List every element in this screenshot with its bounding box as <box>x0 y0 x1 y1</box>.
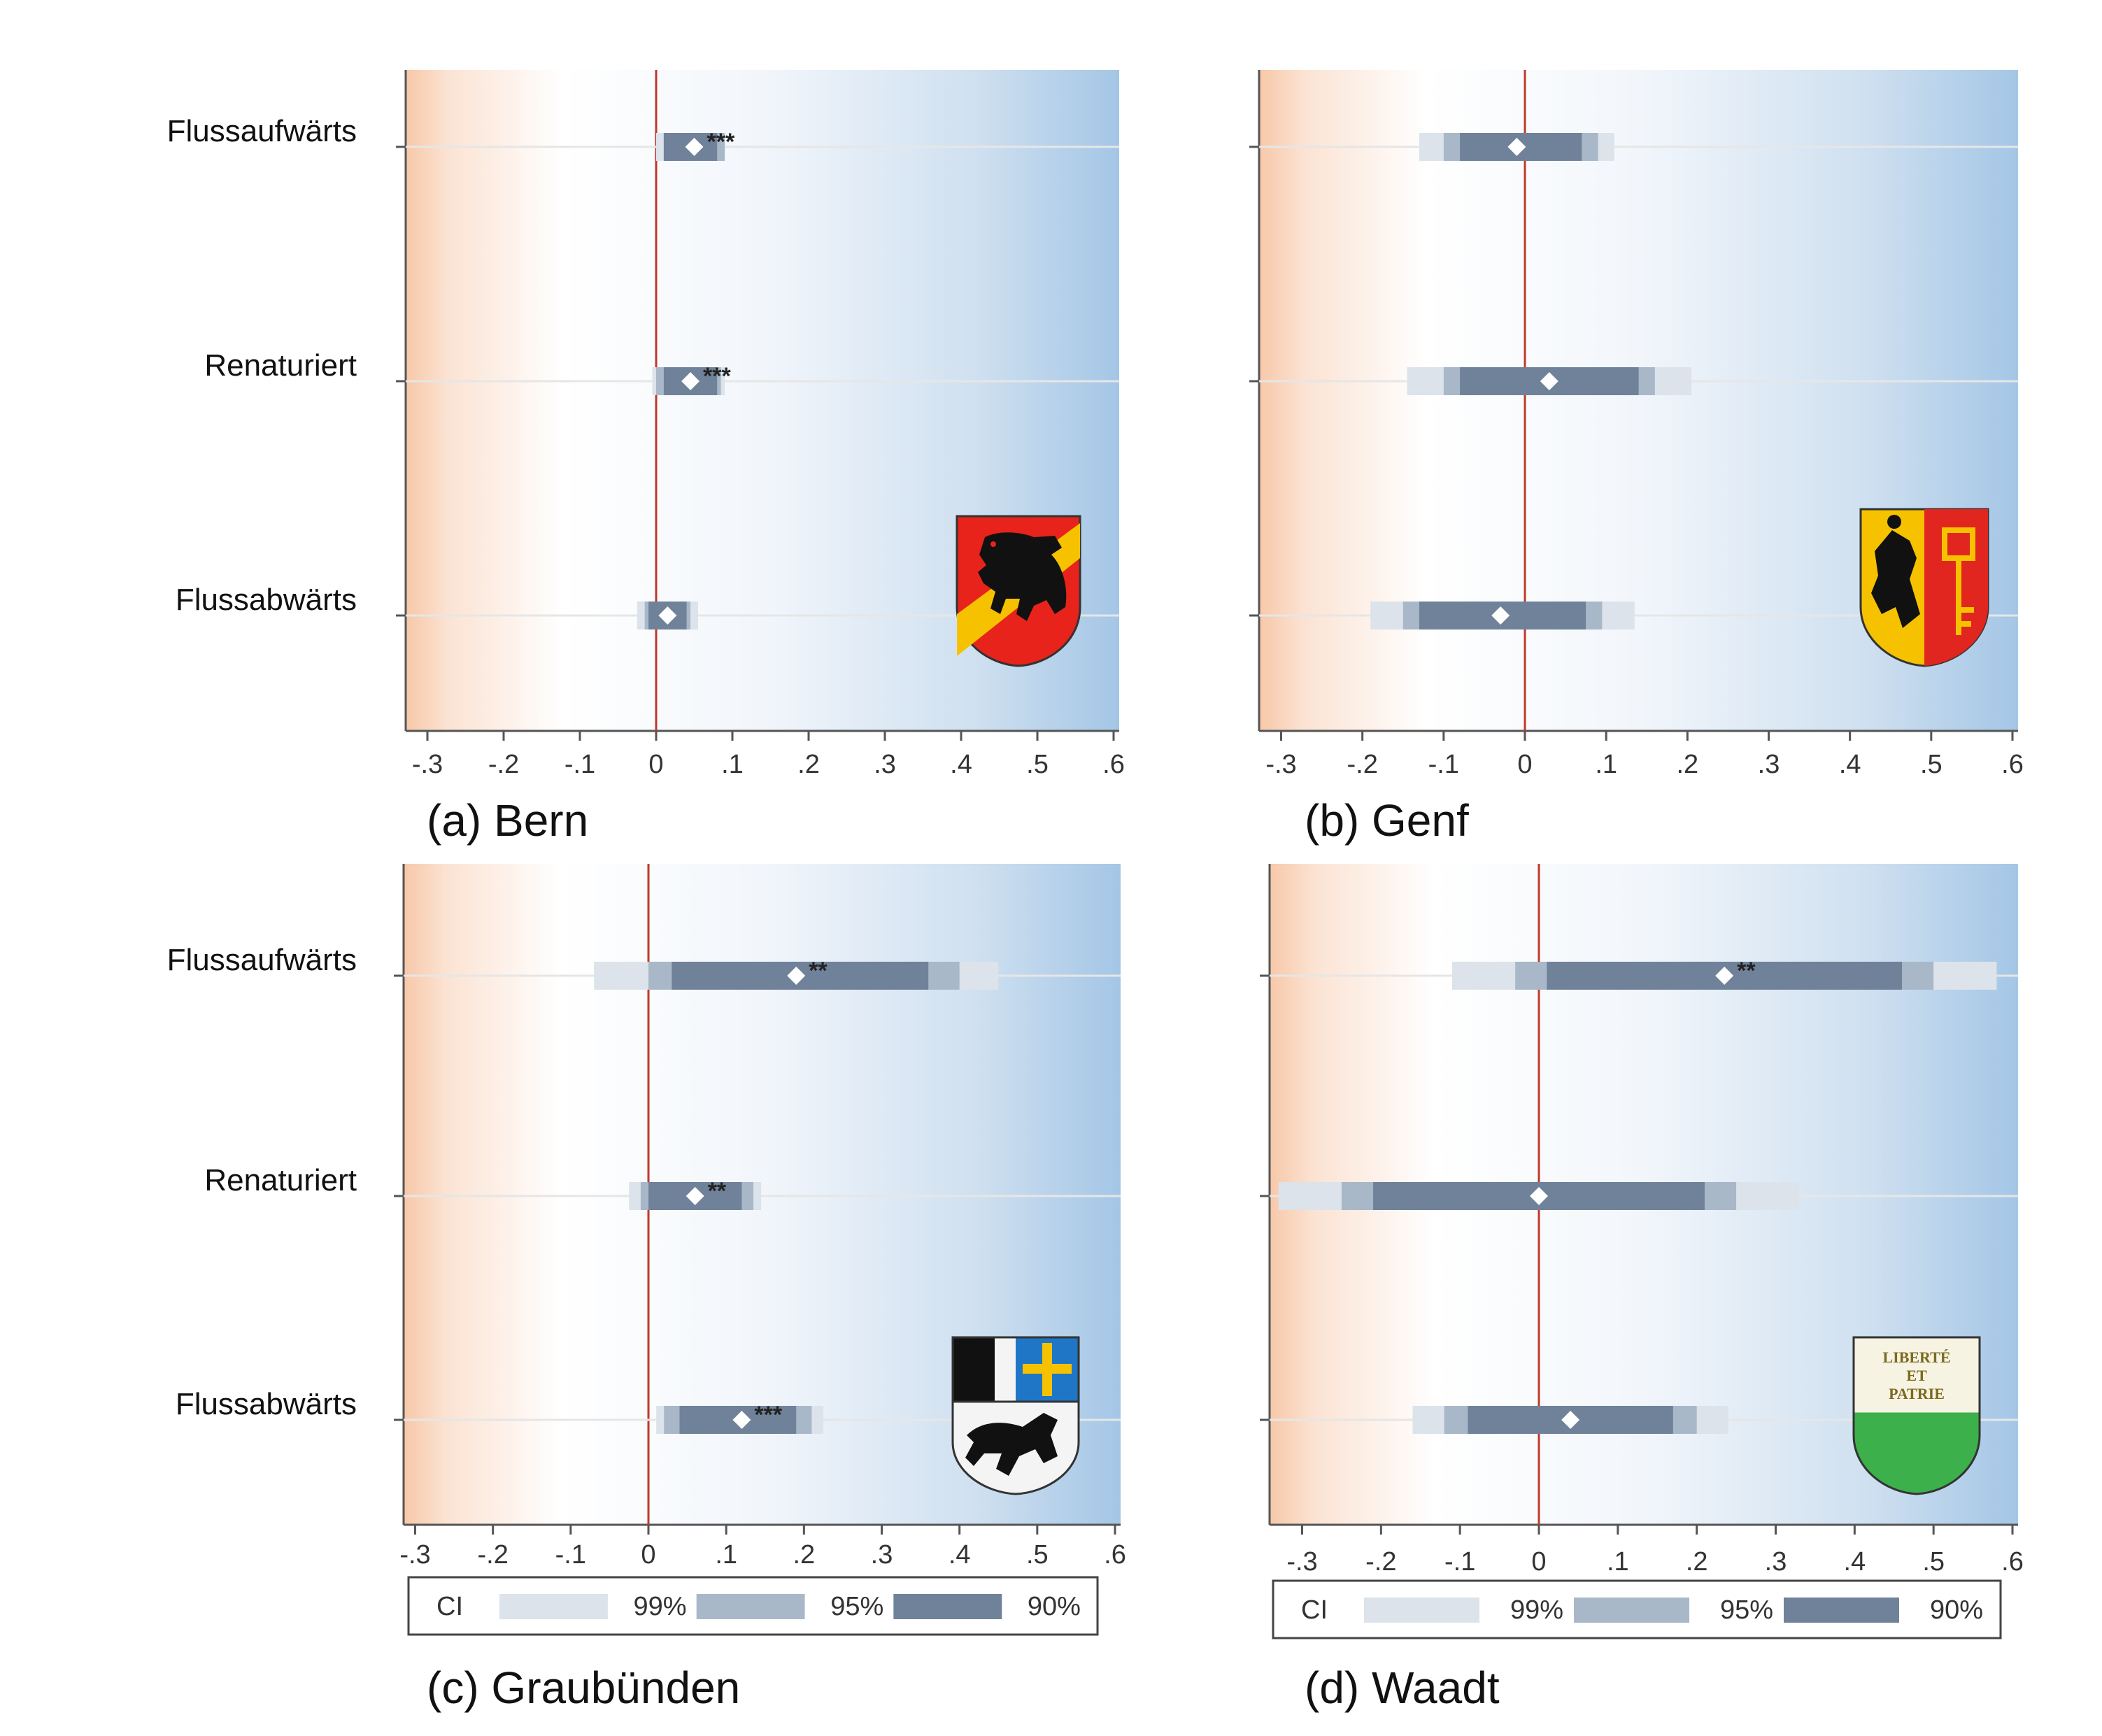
x-tick-label: .1 <box>1595 750 1617 779</box>
x-tick-label: 0 <box>1517 750 1532 779</box>
x-tick-label: .2 <box>1676 750 1698 779</box>
x-tick-label: .2 <box>797 750 820 779</box>
x-tick-label: .2 <box>793 1540 815 1570</box>
legend-swatch <box>1364 1598 1479 1623</box>
point-estimate-marker <box>658 606 677 625</box>
point-estimate-marker <box>685 138 704 156</box>
x-tick-label: -.2 <box>1347 750 1377 779</box>
x-tick-label: -.1 <box>564 750 595 779</box>
legend-2: CI 99% 95% 90% <box>1272 1579 2002 1639</box>
x-tick-label: -.3 <box>1265 750 1296 779</box>
point-estimate-marker <box>681 372 700 390</box>
legend-title: CI <box>1301 1595 1328 1625</box>
legend-swatch <box>1574 1598 1689 1623</box>
panel-title: (d) Waadt <box>1305 1663 1500 1713</box>
significance-stars: ** <box>1737 958 1756 984</box>
x-tick-label: .1 <box>715 1540 737 1570</box>
point-estimate-marker <box>1491 606 1510 625</box>
x-tick-label: -.2 <box>477 1540 508 1570</box>
graubuenden-coat-of-arms-icon <box>951 1336 1080 1495</box>
svg-text:LIBERTÉ: LIBERTÉ <box>1882 1349 1950 1366</box>
x-tick-label: -.2 <box>1365 1547 1396 1577</box>
x-tick-label: 0 <box>648 750 663 779</box>
x-tick-label: -.1 <box>1444 1547 1475 1577</box>
x-tick-label: -.2 <box>488 750 519 779</box>
x-tick-label: .5 <box>1026 750 1049 779</box>
x-tick-label: .5 <box>1026 1540 1049 1570</box>
point-estimate-marker <box>1530 1187 1548 1205</box>
point-estimate-marker <box>1715 967 1734 985</box>
x-tick-label: .3 <box>1758 750 1780 779</box>
x-tick-label: .6 <box>2001 750 2024 779</box>
legend-swatch <box>696 1594 805 1619</box>
x-tick-label: .6 <box>1102 750 1125 779</box>
significance-stars: ** <box>809 958 828 984</box>
legend-title: CI <box>436 1592 463 1621</box>
legend-swatch <box>1784 1598 1899 1623</box>
x-tick-label: .4 <box>950 750 972 779</box>
legend-swatch <box>499 1594 608 1619</box>
x-tick-label: .5 <box>1922 1547 1945 1577</box>
x-tick-label: -.3 <box>399 1540 430 1570</box>
legend-label: 90% <box>1930 1595 1983 1625</box>
legend-label: 95% <box>1720 1595 1773 1625</box>
x-tick-label: -.1 <box>1428 750 1459 779</box>
panel-1: -.3 -.2 -.1 0 .1 .2 .3 .4 .5 .6 Flussaufwärts *** Re… <box>167 70 1125 846</box>
significance-stars: *** <box>754 1402 782 1428</box>
panel-2: -.3 -.2 -.1 0 .1 .2 .3 .4 .5 .6 (b) Genf <box>1249 70 2024 846</box>
legend-label: 95% <box>830 1592 883 1621</box>
x-tick-label: .1 <box>1607 1547 1629 1577</box>
panel-title: (b) Genf <box>1305 795 1469 846</box>
y-tick-label: Flussabwärts <box>176 583 357 617</box>
x-tick-label: .1 <box>721 750 744 779</box>
point-estimate-marker <box>787 967 806 985</box>
x-tick-label: -.1 <box>555 1540 586 1570</box>
legend-swatch <box>893 1594 1002 1619</box>
x-tick-label: 0 <box>641 1540 655 1570</box>
point-estimate-marker <box>1507 138 1526 156</box>
x-tick-label: .3 <box>874 750 896 779</box>
x-tick-label: .4 <box>1839 750 1861 779</box>
geneva-coat-of-arms-icon <box>1859 508 1989 667</box>
panel-title: (a) Bern <box>427 795 588 846</box>
panel-title: (c) Graubünden <box>427 1663 740 1713</box>
point-estimate-marker <box>686 1187 704 1205</box>
point-estimate-marker <box>1540 372 1558 390</box>
x-tick-label: .6 <box>1104 1540 1126 1570</box>
x-tick-label: .2 <box>1686 1547 1708 1577</box>
bern-coat-of-arms-icon <box>956 515 1081 667</box>
legend-label: 90% <box>1028 1592 1081 1621</box>
vaud-coat-of-arms-icon: LIBERTÉ ET PATRIE <box>1852 1336 1981 1495</box>
svg-text:ET: ET <box>1906 1367 1927 1384</box>
x-tick-label: -.3 <box>1286 1547 1317 1577</box>
x-tick-label: 0 <box>1531 1547 1546 1577</box>
x-tick-label: .6 <box>2001 1547 2024 1577</box>
x-tick-label: .5 <box>1920 750 1943 779</box>
x-tick-label: .4 <box>949 1540 971 1570</box>
point-estimate-marker <box>732 1411 751 1429</box>
y-tick-label: Flussaufwärts <box>167 943 357 977</box>
significance-stars: *** <box>707 129 735 155</box>
significance-stars: ** <box>708 1178 727 1204</box>
x-tick-label: .3 <box>871 1540 893 1570</box>
significance-stars: *** <box>703 363 731 390</box>
y-tick-label: Flussaufwärts <box>167 114 357 148</box>
x-tick-label: -.3 <box>412 750 443 779</box>
y-tick-label: Renaturiert <box>204 348 357 383</box>
x-tick-label: .3 <box>1765 1547 1787 1577</box>
legend-label: 99% <box>634 1592 687 1621</box>
point-estimate-marker <box>1561 1411 1580 1429</box>
y-tick-label: Renaturiert <box>204 1163 357 1197</box>
legend-label: 99% <box>1510 1595 1563 1625</box>
legend-1: CI 99% 95% 90% <box>407 1576 1099 1636</box>
x-tick-label: .4 <box>1843 1547 1866 1577</box>
svg-text:PATRIE: PATRIE <box>1889 1385 1945 1402</box>
y-tick-label: Flussabwärts <box>176 1387 357 1421</box>
